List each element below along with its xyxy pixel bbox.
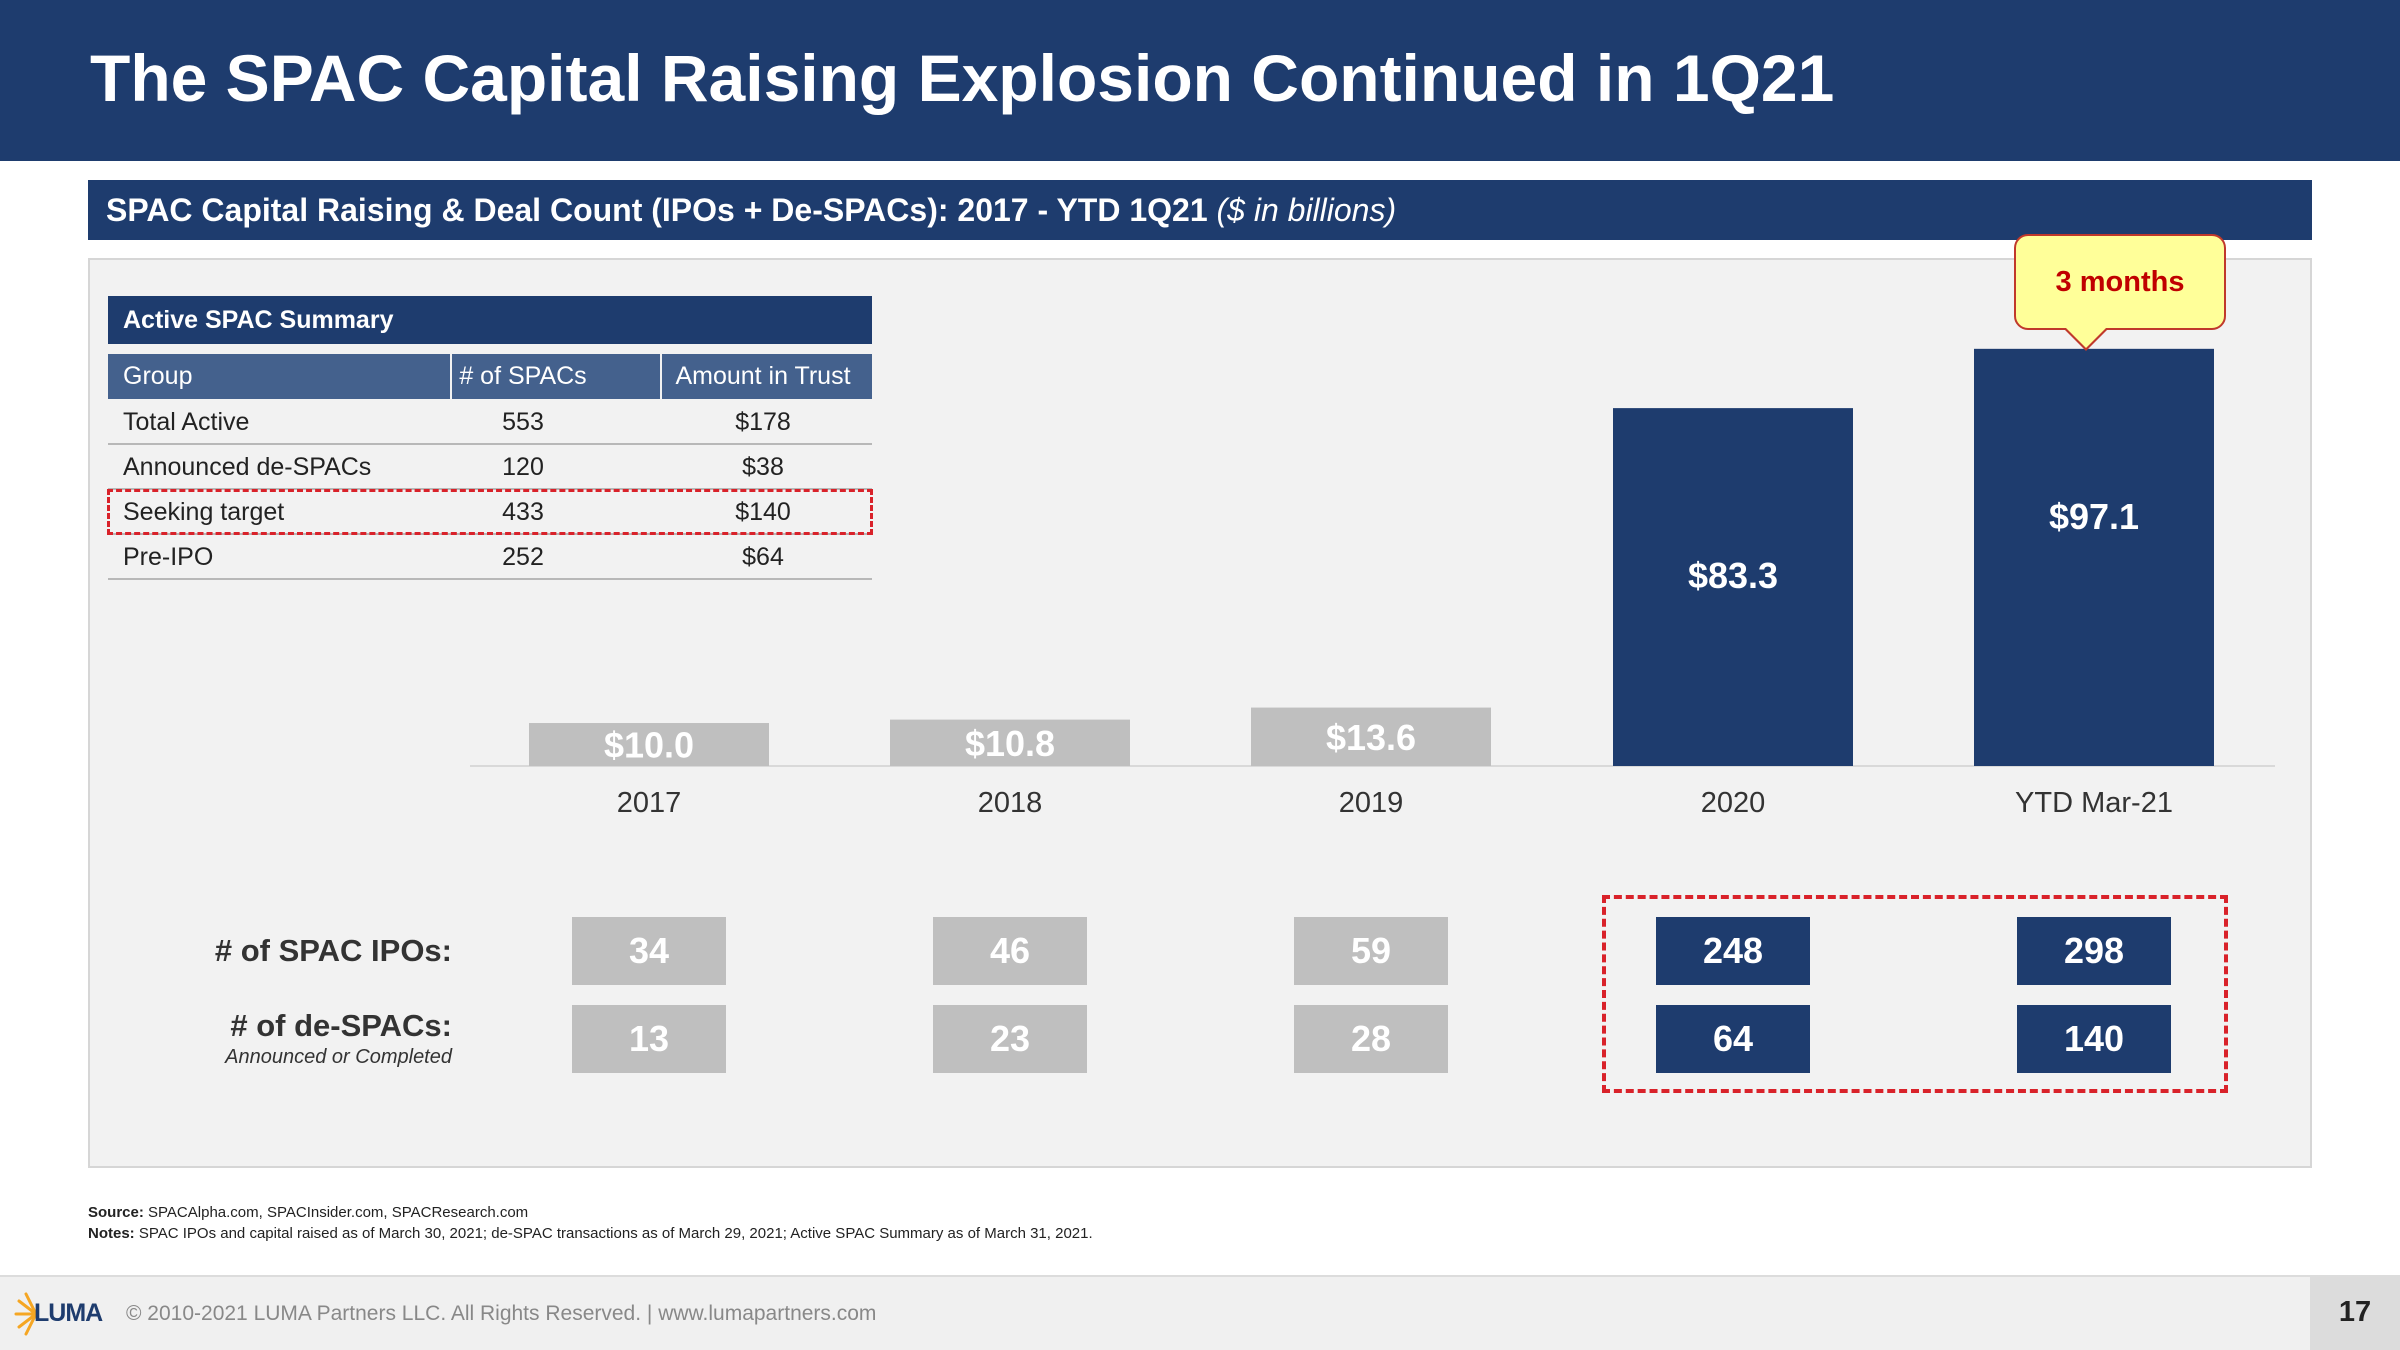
despac-count-box: 13 <box>572 1005 726 1073</box>
bar-2018 <box>890 719 1130 766</box>
footer <box>0 1275 2400 1350</box>
bar-ytd-mar-21 <box>1974 348 2214 766</box>
col-divider <box>660 354 662 399</box>
row-amount: $178 <box>735 408 791 436</box>
copyright-text: © 2010-2021 LUMA Partners LLC. All Right… <box>126 1302 877 1325</box>
ipo-count-box: 46 <box>933 917 1087 985</box>
page-number-box <box>2310 1275 2400 1350</box>
despac-count-box: 64 <box>1656 1005 1810 1073</box>
page-title: The SPAC Capital Raising Explosion Conti… <box>90 41 1835 115</box>
row-group: Announced de-SPACs <box>123 453 372 481</box>
title-bar <box>0 0 2400 161</box>
notes-line: Notes: SPAC IPOs and capital raised as o… <box>88 1225 1093 1242</box>
row-count: 433 <box>502 498 544 526</box>
bar-2020 <box>1613 408 1853 766</box>
bar-value-label: $13.6 <box>1326 717 1416 758</box>
bar-value-label: $97.1 <box>2049 496 2139 537</box>
row-amount: $140 <box>735 498 791 526</box>
x-tick-label: 2018 <box>978 787 1043 819</box>
row-amount: $38 <box>742 453 784 481</box>
x-tick-label: YTD Mar-21 <box>2015 787 2173 819</box>
source-notes: Source: SPACAlpha.com, SPACInsider.com, … <box>88 1202 1093 1244</box>
despac-sublabel: Announced or Completed <box>225 1046 452 1068</box>
ipo-count-label: # of SPAC IPOs: <box>214 933 452 968</box>
luma-logo: LUMA <box>34 1299 103 1327</box>
summary-row: Total Active 553 $178 <box>108 400 872 445</box>
row-count: 252 <box>502 543 544 571</box>
seeking-target-highlight <box>107 489 873 535</box>
bar-value-label: $83.3 <box>1688 555 1778 596</box>
bar-value-label: $10.8 <box>965 723 1055 764</box>
subtitle-main: SPAC Capital Raising & Deal Count (IPOs … <box>106 192 1208 228</box>
col-count: # of SPACs <box>459 362 587 390</box>
col-group: Group <box>123 362 193 390</box>
capital-raised-chart: $10.0 2017 $10.8 2018 $13.6 2019 $83.3 2020 $97.… <box>470 348 2275 819</box>
x-tick-label: 2020 <box>1701 787 1766 819</box>
row-group: Seeking target <box>123 498 285 526</box>
row-amount: $64 <box>742 543 784 571</box>
row-group: Pre-IPO <box>123 543 214 571</box>
col-divider <box>450 354 452 399</box>
page-number: 17 <box>2338 1296 2372 1328</box>
ipo-count-box: 34 <box>572 917 726 985</box>
chart-panel <box>88 258 2312 1168</box>
despac-count-box: 23 <box>933 1005 1087 1073</box>
ipo-count-box: 59 <box>1294 917 1448 985</box>
x-tick-label: 2017 <box>617 787 682 819</box>
chart-subtitle: SPAC Capital Raising & Deal Count (IPOs … <box>88 180 2312 240</box>
summary-header-row: Group # of SPACs Amount in Trust <box>108 354 872 399</box>
ipo-count-box: 298 <box>2017 917 2171 985</box>
bar-value-label: $10.0 <box>604 725 694 766</box>
bar-2017 <box>529 723 769 766</box>
luma-sunburst-icon <box>14 1292 38 1336</box>
despac-count-box: 28 <box>1294 1005 1448 1073</box>
summary-title: Active SPAC Summary <box>108 296 872 344</box>
ipo-count-box: 248 <box>1656 917 1810 985</box>
bar-2019 <box>1251 707 1491 766</box>
callout-pointer <box>2066 328 2106 348</box>
x-tick-label: 2019 <box>1339 787 1404 819</box>
three-months-callout: 3 months <box>2014 234 2226 330</box>
despac-count-label: # of de-SPACs: <box>230 1008 452 1043</box>
despac-count-box: 140 <box>2017 1005 2171 1073</box>
col-amount: Amount in Trust <box>675 362 851 390</box>
source-line: Source: SPACAlpha.com, SPACInsider.com, … <box>88 1204 529 1221</box>
summary-row: Pre-IPO 252 $64 <box>108 535 872 580</box>
row-count: 553 <box>502 408 544 436</box>
row-count: 120 <box>502 453 544 481</box>
row-group: Total Active <box>123 408 250 436</box>
counts-highlight <box>1602 895 2228 1093</box>
subtitle-unit: ($ in billions) <box>1216 192 1397 228</box>
